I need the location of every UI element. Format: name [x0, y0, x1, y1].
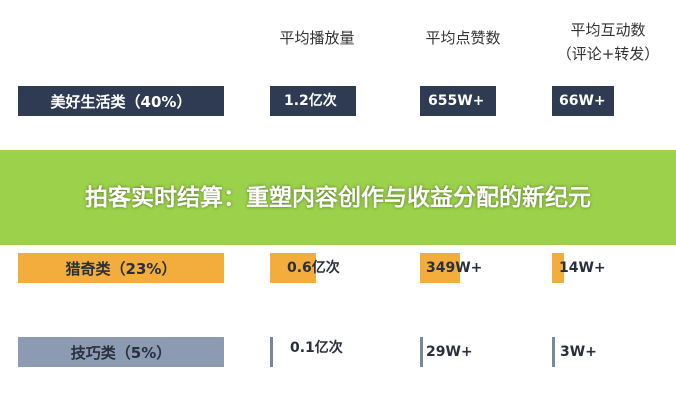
value-likes-curiosity: 349W+ [426, 260, 483, 276]
value-interactions-skills: 3W+ [560, 344, 597, 360]
banner-title: 拍客实时结算：重塑内容创作与收益分配的新纪元 [85, 184, 591, 211]
column-header-interactions-sublabel: （评论+转发） [556, 45, 660, 63]
bar-likes-skills [420, 337, 423, 367]
bar-interactions-curiosity [552, 253, 564, 283]
bar-plays-skills [270, 337, 273, 367]
category-label-lifestyle: 美好生活类（40%） [18, 86, 224, 116]
column-header-plays: 平均播放量 [262, 26, 372, 50]
column-header-likes: 平均点赞数 [408, 26, 518, 50]
value-likes-lifestyle: 655W+ [428, 93, 485, 109]
bar-plays-curiosity [270, 253, 316, 283]
bar-likes-curiosity [420, 253, 460, 283]
value-likes-skills: 29W+ [426, 344, 473, 360]
bar-interactions-skills [552, 337, 555, 367]
value-interactions-lifestyle: 66W+ [559, 93, 606, 109]
value-plays-lifestyle: 1.2亿次 [284, 93, 337, 109]
column-header-plays-label: 平均播放量 [279, 29, 355, 47]
column-header-likes-label: 平均点赞数 [425, 29, 501, 47]
bar-plays-lifestyle [270, 86, 356, 116]
value-interactions-curiosity: 14W+ [559, 260, 606, 276]
bar-interactions-lifestyle [552, 86, 614, 116]
column-header-interactions: 平均互动数 （评论+转发） [548, 18, 668, 66]
category-label-curiosity: 猎奇类（23%） [18, 253, 224, 283]
title-banner: 拍客实时结算：重塑内容创作与收益分配的新纪元 [0, 150, 676, 245]
value-plays-curiosity: 0.6亿次 [287, 260, 340, 276]
category-label-skills: 技巧类（5%） [18, 337, 224, 367]
value-plays-skills: 0.1亿次 [290, 340, 343, 356]
bar-likes-lifestyle [420, 86, 496, 116]
column-header-interactions-label: 平均互动数 [570, 21, 646, 39]
